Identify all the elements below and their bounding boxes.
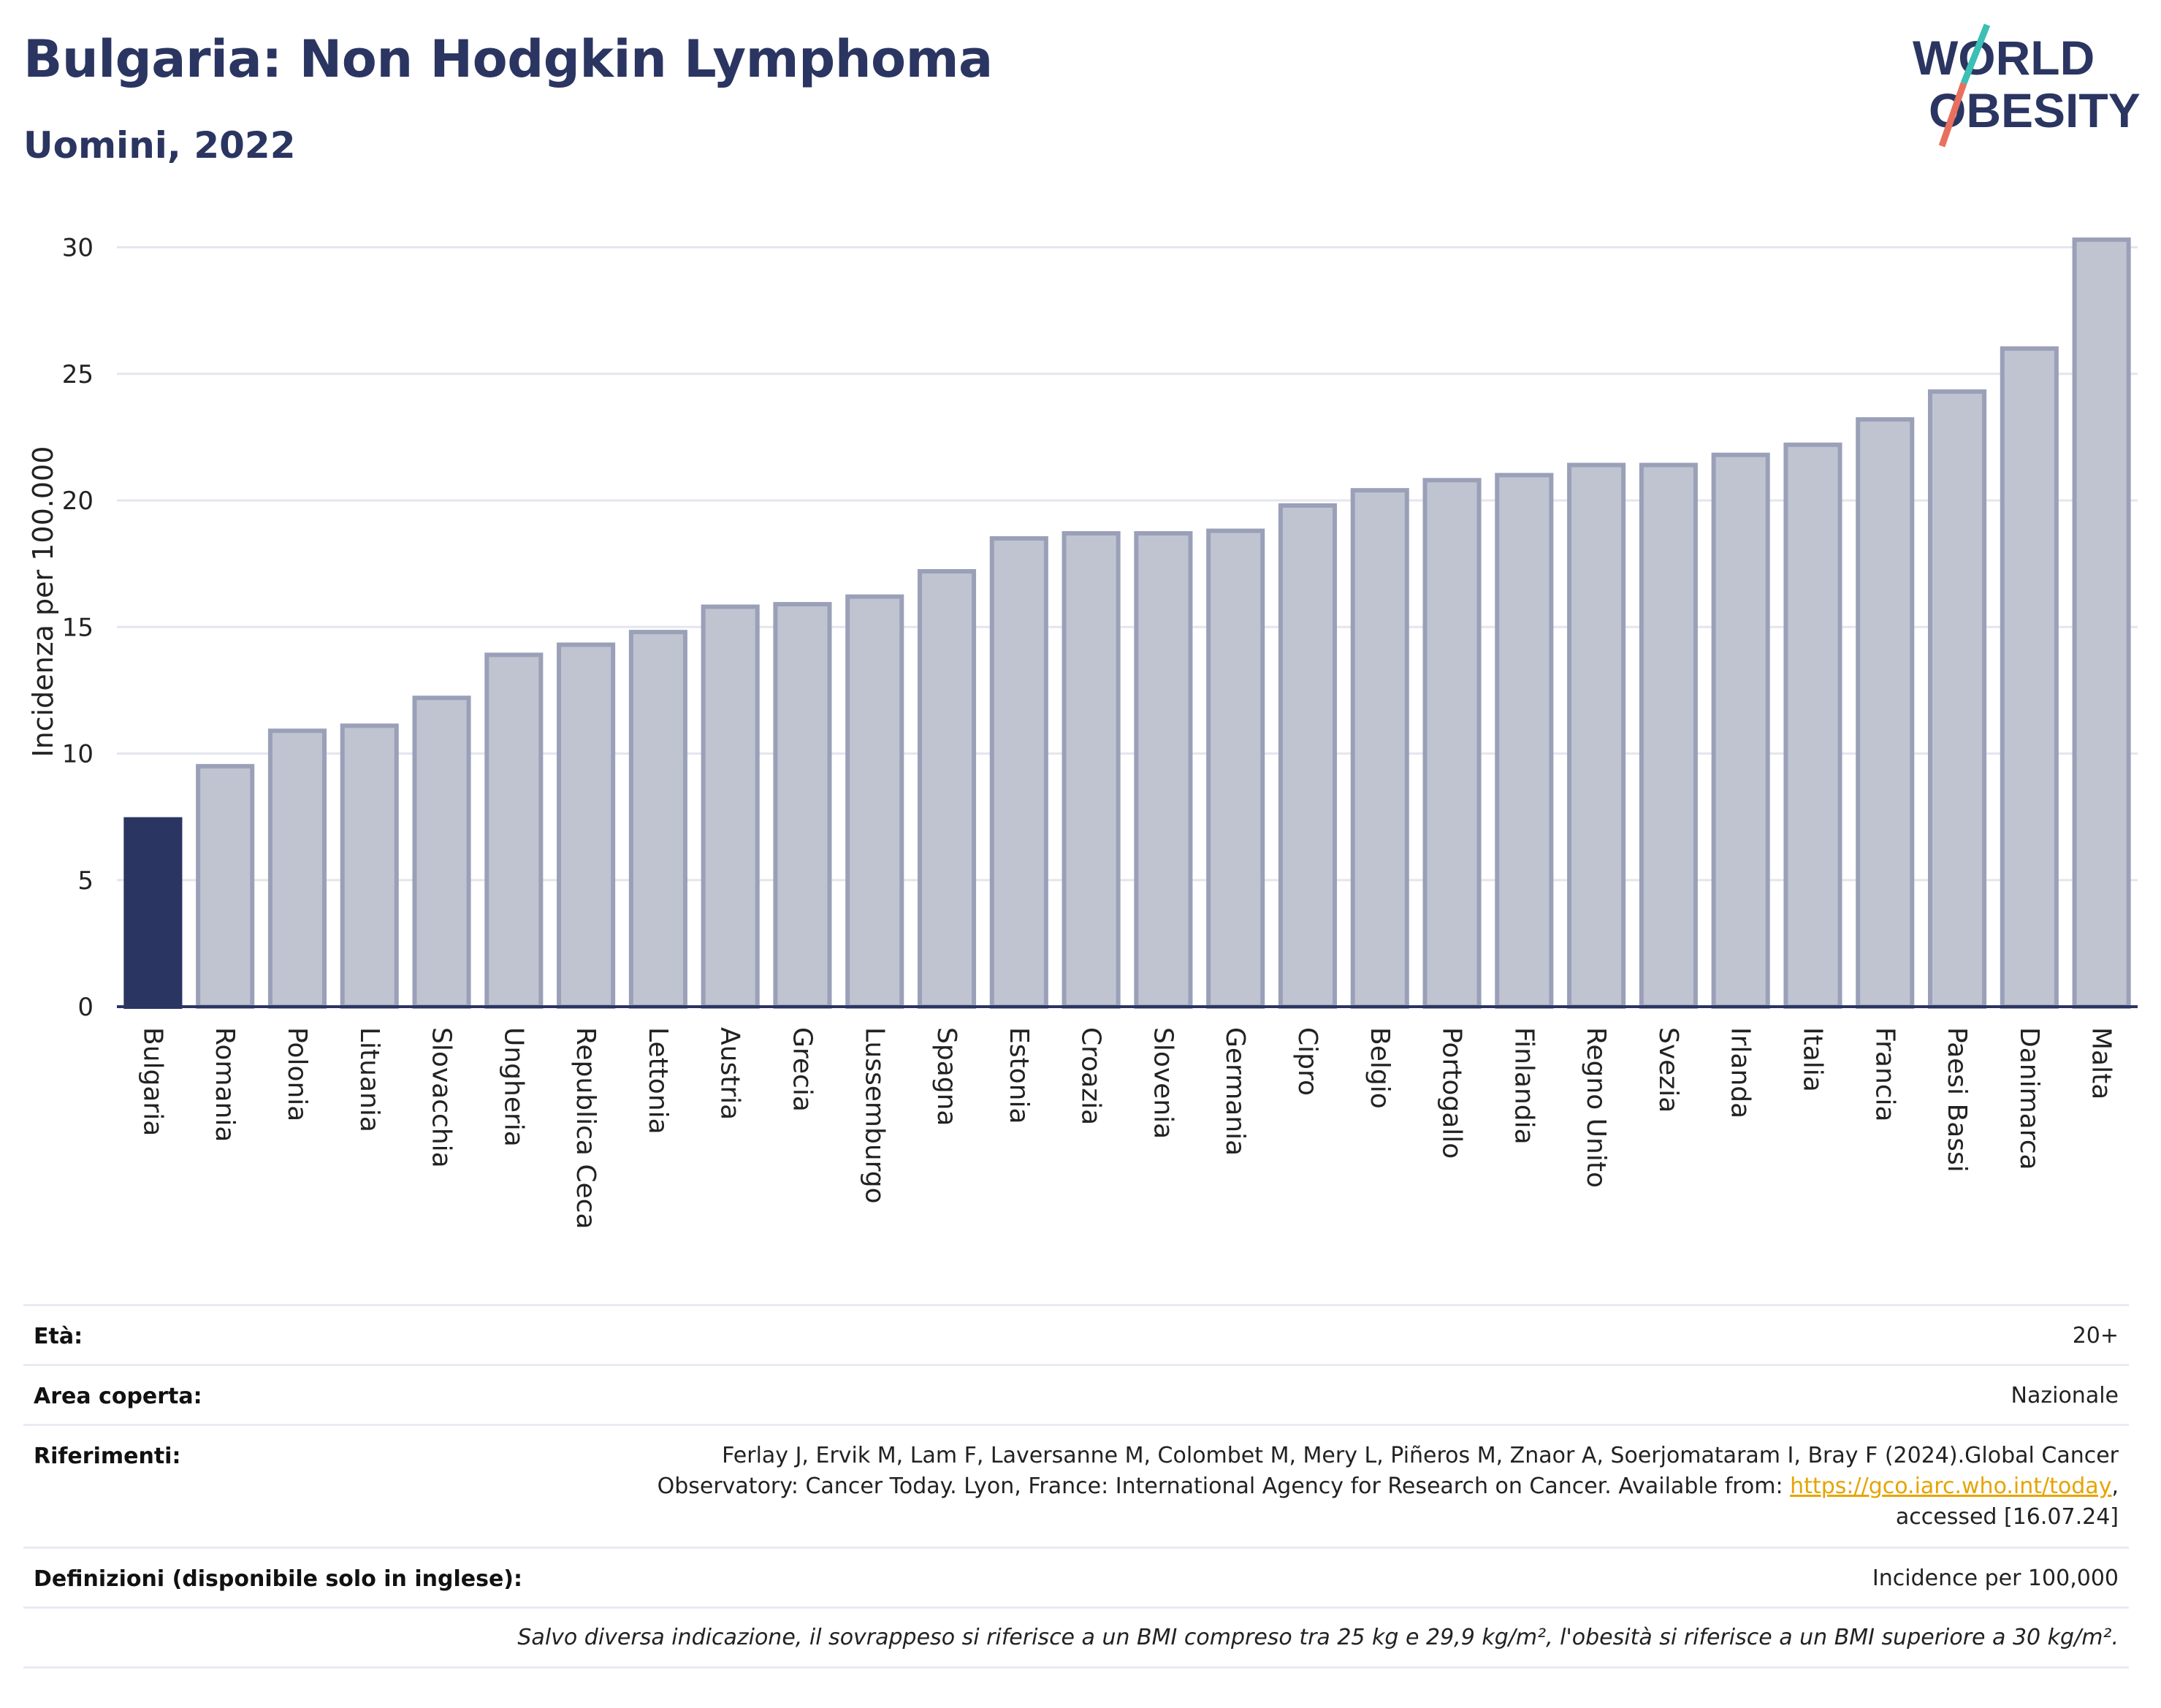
definitions-value: Incidence per 100,000 [1872, 1566, 2119, 1591]
bar [917, 569, 977, 1009]
bar [1856, 417, 1915, 1009]
bar [1134, 531, 1193, 1009]
x-tick-label: Malta [2086, 1027, 2116, 1099]
meta-row-area: Area coperta: Nazionale [23, 1364, 2129, 1424]
bar [1206, 528, 1265, 1009]
bar [1783, 442, 1842, 1009]
bmi-note: Salvo diversa indicazione, il sovrappeso… [517, 1625, 2119, 1650]
references-line2: Observatory: Cancer Today. Lyon, France:… [438, 1471, 2119, 1502]
references-line2-end: , [2111, 1473, 2119, 1499]
page-title: Bulgaria: Non Hodgkin Lymphoma [23, 29, 993, 89]
y-tick-label: 30 [62, 234, 94, 263]
references-value: Ferlay J, Ervik M, Lam F, Laversanne M, … [438, 1441, 2119, 1533]
x-tick-label: Slovenia [1148, 1027, 1178, 1139]
x-tick-label: Germania [1220, 1027, 1250, 1156]
x-tick-label: Svezia [1653, 1027, 1683, 1113]
definitions-label: Definizioni (disponibile solo in inglese… [34, 1566, 522, 1592]
logo-line1: WORLD [1913, 31, 2095, 85]
x-tick-label: Polonia [282, 1027, 312, 1121]
y-tick-label: 5 [77, 866, 94, 896]
bar-highlight [123, 817, 183, 1009]
x-tick-label: Cipro [1292, 1027, 1322, 1096]
bar [267, 728, 327, 1009]
x-tick-label: Francia [1870, 1027, 1899, 1122]
x-tick-label: Ungheria [498, 1027, 528, 1147]
bar [1711, 452, 1770, 1009]
x-tick-label: Danimarca [2014, 1027, 2044, 1170]
meta-row-note: Salvo diversa indicazione, il sovrappeso… [23, 1606, 2129, 1666]
bar [412, 695, 471, 1010]
bar [340, 723, 399, 1009]
bar [1639, 462, 1698, 1009]
x-tick-label: Romania [210, 1027, 240, 1142]
logo-slash-top [1960, 23, 1991, 85]
y-tick-label: 0 [77, 993, 94, 1022]
x-tick-label: Lussemburgo [859, 1027, 889, 1204]
bar [1062, 531, 1121, 1009]
bar [484, 652, 544, 1009]
x-tick-label: Regno Unito [1581, 1027, 1611, 1188]
meta-bottom-divider [23, 1666, 2129, 1669]
bar [989, 535, 1048, 1009]
x-tick-label: Bulgaria [137, 1027, 167, 1136]
bar [557, 642, 616, 1009]
y-axis-label: Incidenza per 100.000 [27, 446, 59, 758]
references-line3: accessed [16.07.24] [1895, 1504, 2119, 1530]
references-line1: Ferlay J, Ervik M, Lam F, Laversanne M, … [722, 1443, 2119, 1468]
area-value: Nazionale [2011, 1383, 2119, 1408]
meta-row-age: Età: 20+ [23, 1304, 2129, 1364]
y-tick-label: 20 [62, 487, 94, 516]
bar [1567, 462, 1626, 1009]
area-label: Area coperta: [34, 1384, 202, 1409]
references-label: Riferimenti: [34, 1444, 181, 1469]
bar [701, 604, 760, 1009]
x-tick-label: Irlanda [1726, 1027, 1756, 1118]
world-obesity-logo: WORLD OBESITY [1913, 23, 2141, 148]
y-tick-label: 15 [62, 613, 94, 642]
x-tick-label: Spagna [931, 1027, 961, 1126]
x-tick-label: Italia [1797, 1027, 1827, 1092]
bar [845, 594, 904, 1009]
x-tick-label: Portogallo [1437, 1027, 1467, 1159]
x-tick-label: Grecia [787, 1027, 817, 1112]
y-tick-label: 25 [62, 360, 94, 389]
bar [1278, 503, 1338, 1009]
metadata-table: Età: 20+ Area coperta: Nazionale Riferim… [23, 1304, 2129, 1669]
meta-row-references: Riferimenti: Ferlay J, Ervik M, Lam F, L… [23, 1424, 2129, 1547]
x-tick-label: Austria [715, 1027, 745, 1120]
bar [628, 630, 687, 1009]
age-label: Età: [34, 1324, 83, 1349]
references-line2-text: Observatory: Cancer Today. Lyon, France:… [657, 1473, 1791, 1499]
x-tick-label: Belgio [1365, 1027, 1395, 1109]
bar [2000, 346, 2059, 1010]
x-tick-label: Estonia [1004, 1027, 1034, 1124]
age-value: 20+ [2072, 1323, 2119, 1349]
bar [773, 602, 832, 1009]
page-subtitle: Uomini, 2022 [23, 124, 296, 167]
bar [1422, 478, 1482, 1009]
x-tick-label: Slovacchia [427, 1027, 457, 1168]
meta-row-definitions: Definizioni (disponibile solo in inglese… [23, 1547, 2129, 1606]
x-tick-label: Lituania [354, 1027, 384, 1132]
bar [1350, 488, 1409, 1009]
y-tick-label: 10 [62, 740, 94, 769]
x-tick-label: Finlandia [1509, 1027, 1539, 1145]
bar [2072, 237, 2131, 1010]
logo-slash-bottom [1938, 82, 1967, 148]
bar [1495, 473, 1554, 1009]
x-tick-label: Croazia [1076, 1027, 1106, 1125]
x-tick-label: Republica Ceca [571, 1027, 601, 1229]
x-tick-label: Lettonia [643, 1027, 673, 1135]
x-tick-label: Paesi Bassi [1942, 1027, 1972, 1173]
bar [196, 763, 255, 1009]
references-link[interactable]: https://gco.iarc.who.int/today [1790, 1473, 2112, 1499]
bar-chart: 0 5 10 15 20 25 30 Incidenza per 100.000 Bulgari… [27, 234, 2138, 1229]
bar [1927, 389, 1987, 1009]
